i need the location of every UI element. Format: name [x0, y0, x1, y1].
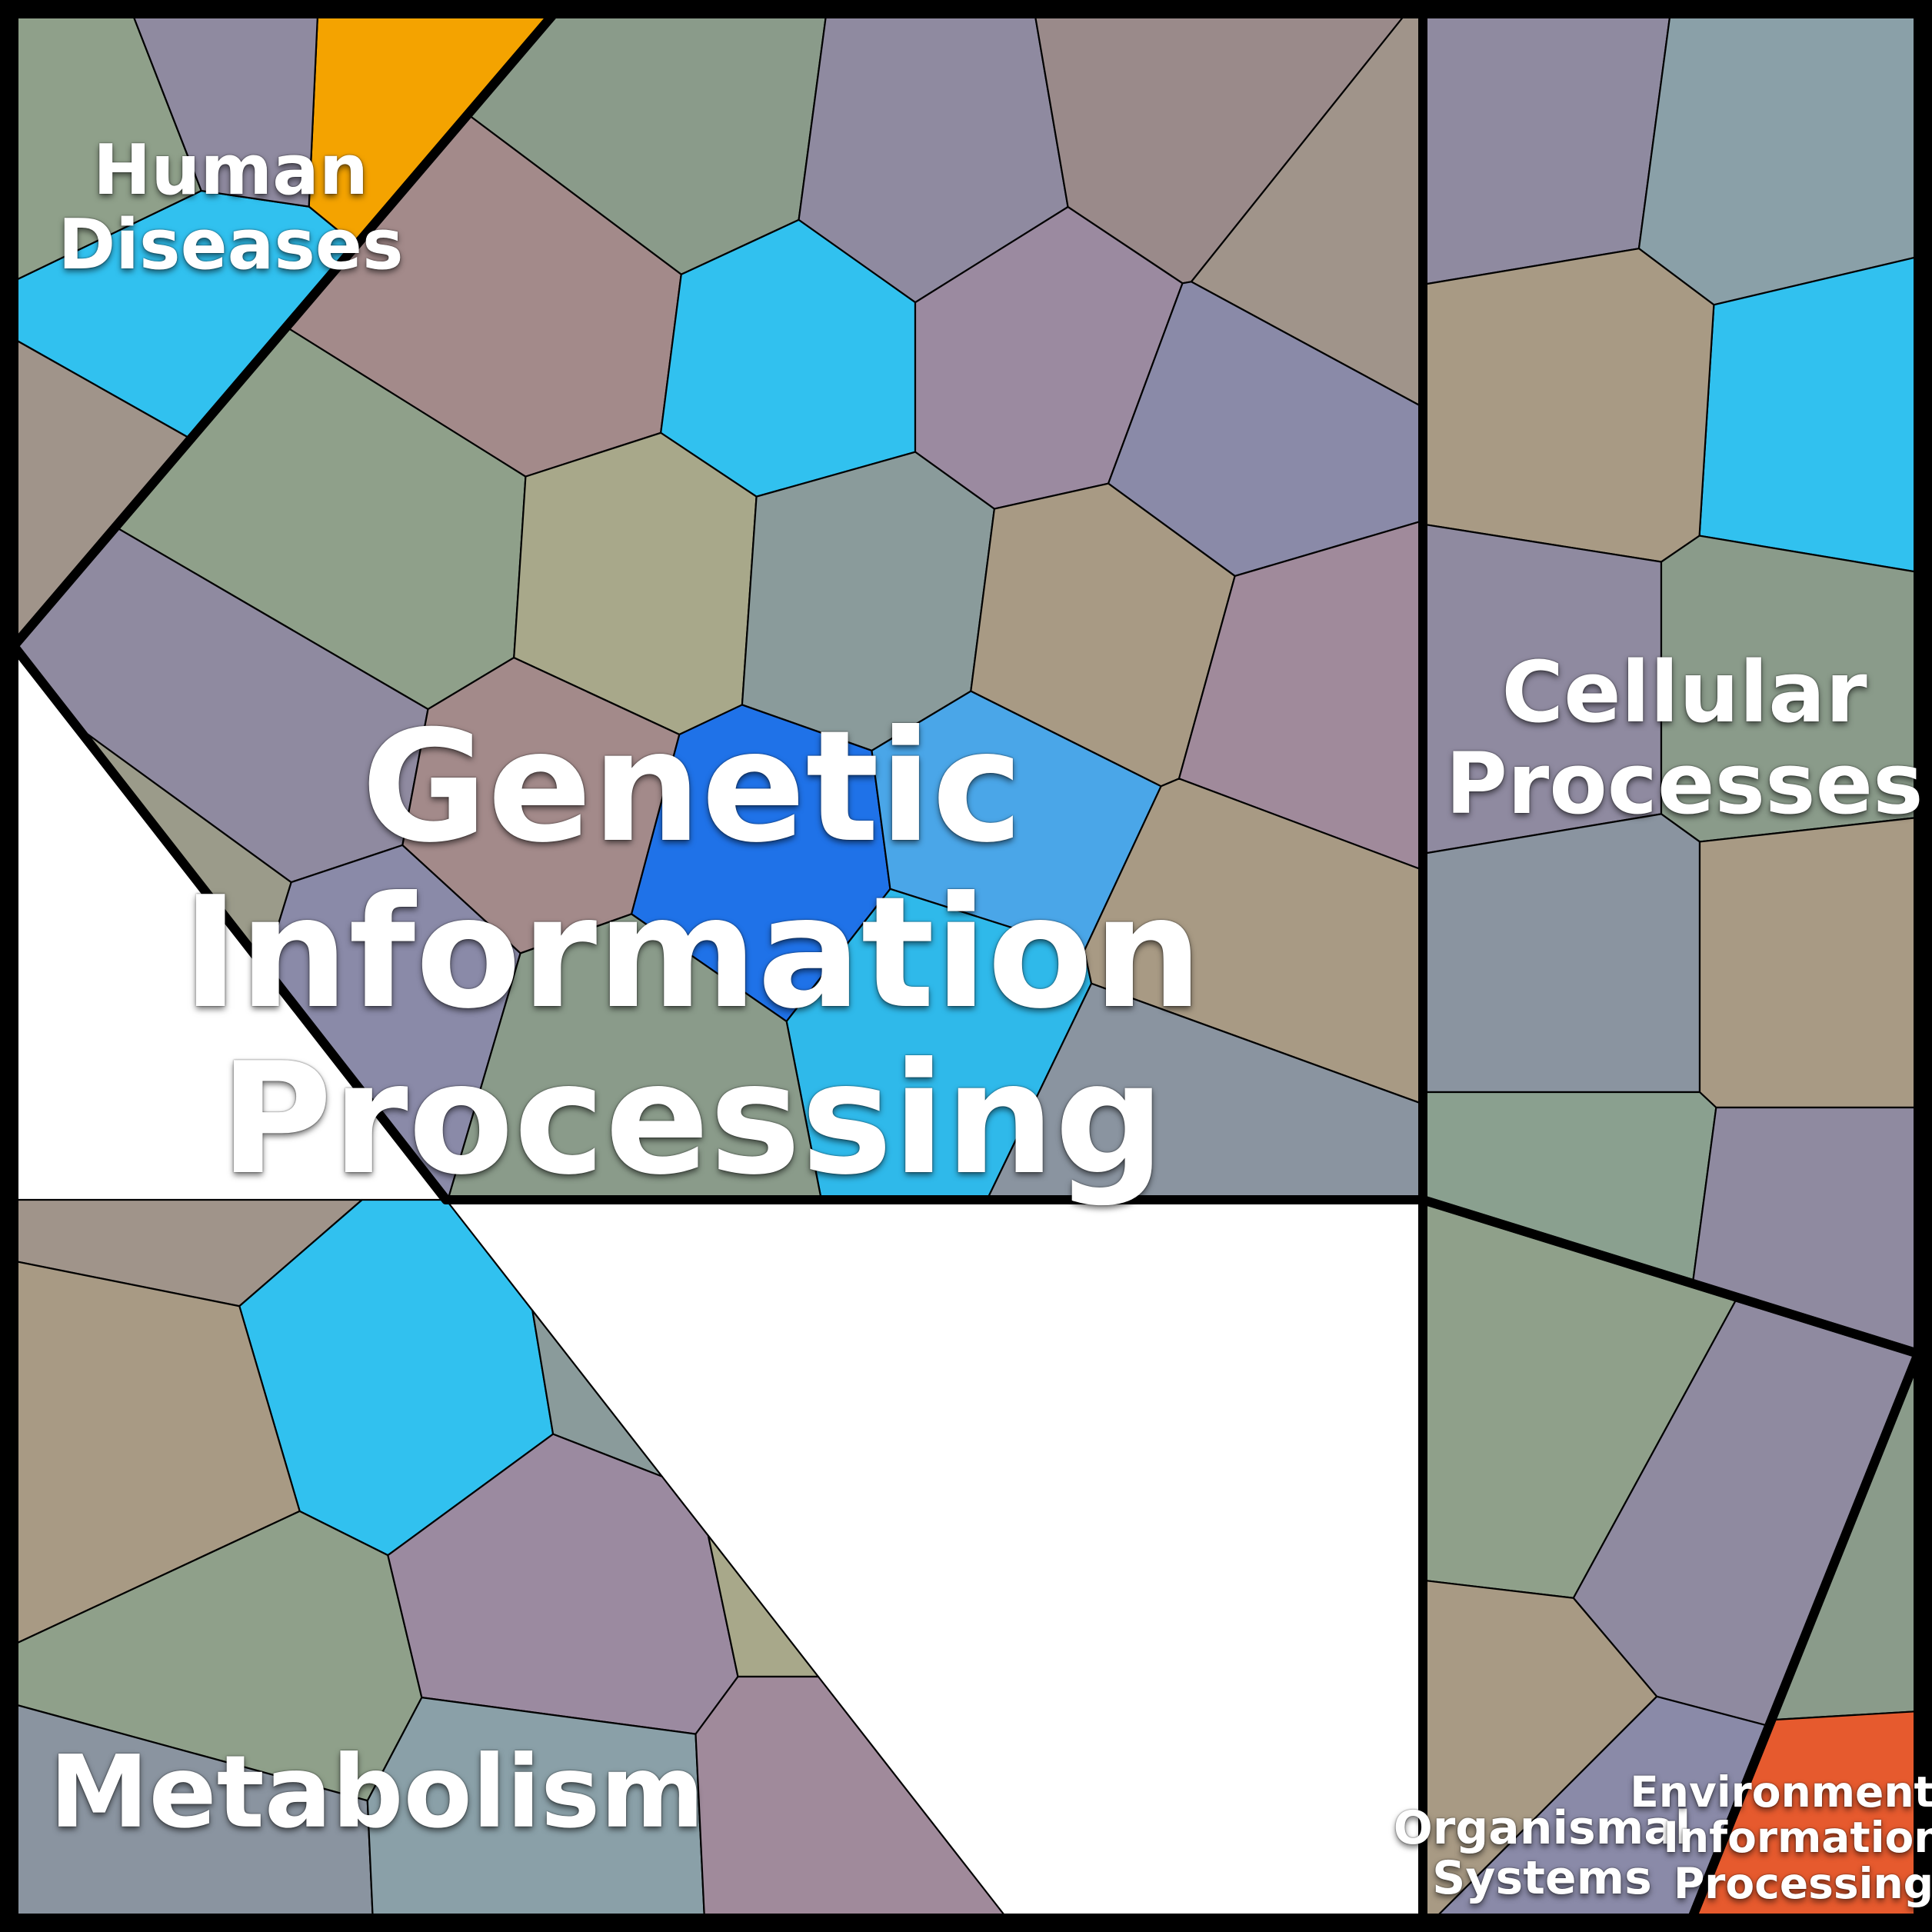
voronoi-cell	[1639, 14, 1918, 305]
voronoi-cell	[1700, 257, 1918, 572]
voronoi-cell	[1423, 814, 1700, 1092]
voronoi-cell	[1423, 525, 1661, 854]
voronoi-cell	[1661, 536, 1918, 842]
voronoi-treemap: Human DiseasesGenetic Information Proces…	[0, 0, 1932, 1932]
voronoi-cell	[1423, 248, 1714, 561]
voronoi-svg	[0, 0, 1932, 1932]
voronoi-cell	[368, 1697, 705, 1918]
voronoi-cell	[1423, 14, 1671, 285]
voronoi-cell	[1700, 818, 1918, 1108]
